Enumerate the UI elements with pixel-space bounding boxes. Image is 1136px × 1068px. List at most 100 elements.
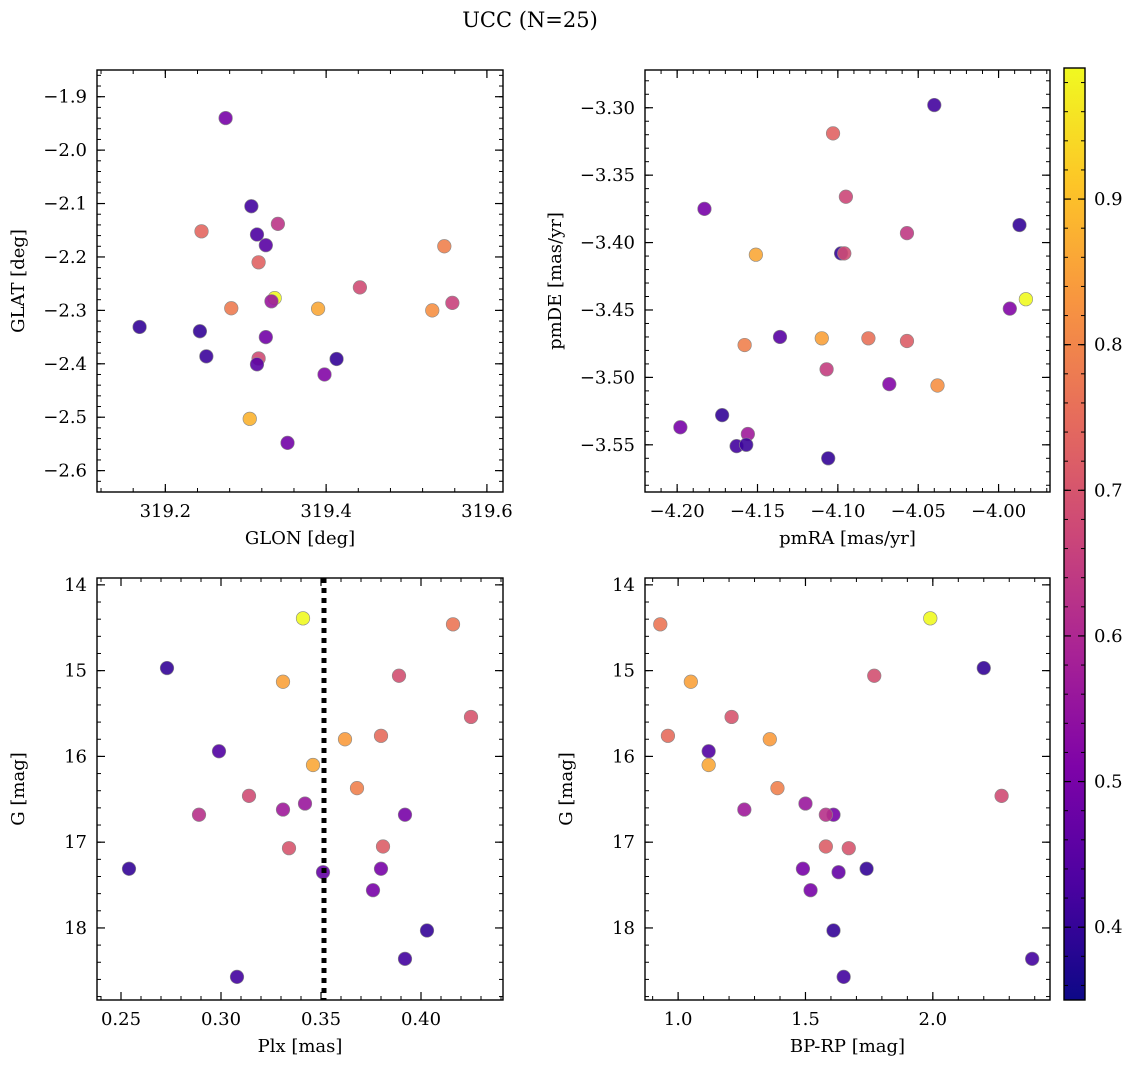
y-tick-label: 15: [64, 661, 87, 682]
data-point: [653, 617, 668, 632]
data-point: [352, 280, 367, 295]
y-tick-label: 17: [64, 832, 87, 853]
data-point: [770, 781, 785, 796]
data-point: [375, 839, 391, 854]
x-axis-label: pmRA [mas/yr]: [779, 528, 916, 549]
data-point: [397, 807, 413, 822]
data-point: [365, 883, 381, 898]
proper-motion-panel: −4.20 −4.15 −4.10 −4.05 −4.00 −3.30 −3.35 −3.40…: [545, 69, 1051, 549]
data-point: [241, 788, 257, 803]
data-point: [373, 861, 389, 876]
data-point: [673, 420, 688, 435]
data-point: [425, 303, 440, 318]
y-tick-label: −3.45: [580, 300, 635, 321]
data-point: [419, 923, 435, 938]
axes-frame: [644, 69, 1051, 493]
data-point: [927, 97, 942, 113]
y-tick-label: −2.2: [43, 247, 87, 268]
y-tick-label: −3.50: [580, 367, 635, 388]
panels: 319.2 319.4 319.6 −1.9 −2.0 −2.1 −2.2 −2.3 −2.4 −…: [8, 69, 1051, 1057]
y-tick-label: 18: [64, 918, 87, 939]
colorbar-tick-label: 0.7: [1094, 480, 1123, 501]
y-tick-label: −2.6: [43, 461, 87, 482]
y-tick-label: −2.5: [43, 407, 87, 428]
colorbar-frame: [1063, 67, 1086, 1001]
data-point: [224, 301, 239, 316]
axes-frame: [644, 577, 1051, 1001]
figure-title: UCC (N=25): [462, 8, 598, 32]
y-tick-label: −3.55: [580, 435, 635, 456]
data-point: [737, 802, 752, 817]
data-point: [280, 435, 295, 450]
data-point: [463, 709, 479, 725]
data-point: [305, 757, 321, 773]
y-axis-label: GLAT [deg]: [8, 229, 29, 333]
data-point: [191, 807, 207, 822]
colorbar-gradient: [1064, 68, 1085, 1000]
data-point: [762, 732, 777, 747]
data-point: [199, 349, 214, 364]
data-point: [660, 728, 676, 743]
data-point: [867, 668, 882, 683]
data-point: [841, 841, 856, 856]
parallax-panel: 0.25 0.30 0.35 0.40 14 15 16 17 18 Plx [mas] G [ma…: [8, 575, 504, 1057]
colorbar-tick-label: 0.6: [1094, 626, 1123, 647]
data-point: [737, 337, 752, 353]
data-point: [270, 216, 285, 231]
data-point: [683, 674, 698, 689]
data-point: [391, 668, 407, 683]
colorbar-tick-label: 0.5: [1094, 772, 1123, 793]
data-point: [132, 319, 147, 335]
y-tick-label: −2.0: [43, 140, 87, 161]
data-point: [349, 781, 365, 796]
x-tick-label: −4.00: [971, 501, 1026, 522]
data-point: [994, 788, 1009, 803]
y-tick-label: −1.9: [43, 87, 87, 108]
x-axis-label: Plx [mas]: [258, 1036, 343, 1057]
data-point: [826, 923, 841, 938]
data-point: [275, 674, 291, 689]
data-point: [818, 839, 833, 854]
x-tick-label: 2.0: [919, 1009, 948, 1030]
data-point: [861, 331, 876, 346]
data-point: [373, 728, 389, 743]
data-point: [317, 367, 332, 382]
data-point: [264, 294, 279, 309]
colorbar-tick-label: 0.4: [1094, 917, 1123, 938]
x-tick-label: 319.2: [140, 501, 192, 522]
x-tick-label: 0.40: [401, 1009, 441, 1030]
data-point: [1002, 301, 1017, 316]
data-point: [397, 951, 413, 966]
y-tick-label: −2.3: [43, 300, 87, 321]
x-tick-label: 0.35: [301, 1009, 341, 1030]
data-point: [701, 757, 716, 773]
colorbar-tick-label: 0.9: [1094, 189, 1123, 210]
axes-frame: [96, 69, 504, 493]
x-tick-label: −4.15: [730, 501, 785, 522]
data-point: [445, 617, 461, 632]
y-axis-label: pmDE [mas/yr]: [545, 212, 566, 350]
data-point: [837, 246, 852, 261]
data-point: [337, 732, 353, 747]
colorbar: 0.4 0.5 0.6 0.7 0.8 0.9: [1063, 67, 1123, 1001]
y-tick-label: 14: [64, 575, 87, 596]
data-point: [836, 969, 851, 984]
data-point: [818, 807, 833, 822]
y-axis-label: G [mag]: [8, 752, 29, 825]
colorbar-tick-label: 0.8: [1094, 335, 1123, 356]
y-tick-label: −3.40: [580, 233, 635, 254]
data-point: [838, 189, 853, 204]
data-point: [821, 451, 836, 466]
data-point: [249, 227, 265, 242]
data-point: [229, 969, 245, 984]
data-point: [121, 861, 137, 876]
data-point: [297, 796, 313, 811]
data-point: [772, 329, 788, 345]
data-point: [803, 883, 818, 898]
y-tick-label: 16: [64, 746, 87, 767]
x-axis-label: GLON [deg]: [245, 528, 355, 549]
y-axis-label: G [mag]: [556, 752, 577, 825]
data-point: [930, 378, 945, 393]
data-point: [258, 238, 273, 253]
y-tick-label: −3.35: [580, 165, 635, 186]
